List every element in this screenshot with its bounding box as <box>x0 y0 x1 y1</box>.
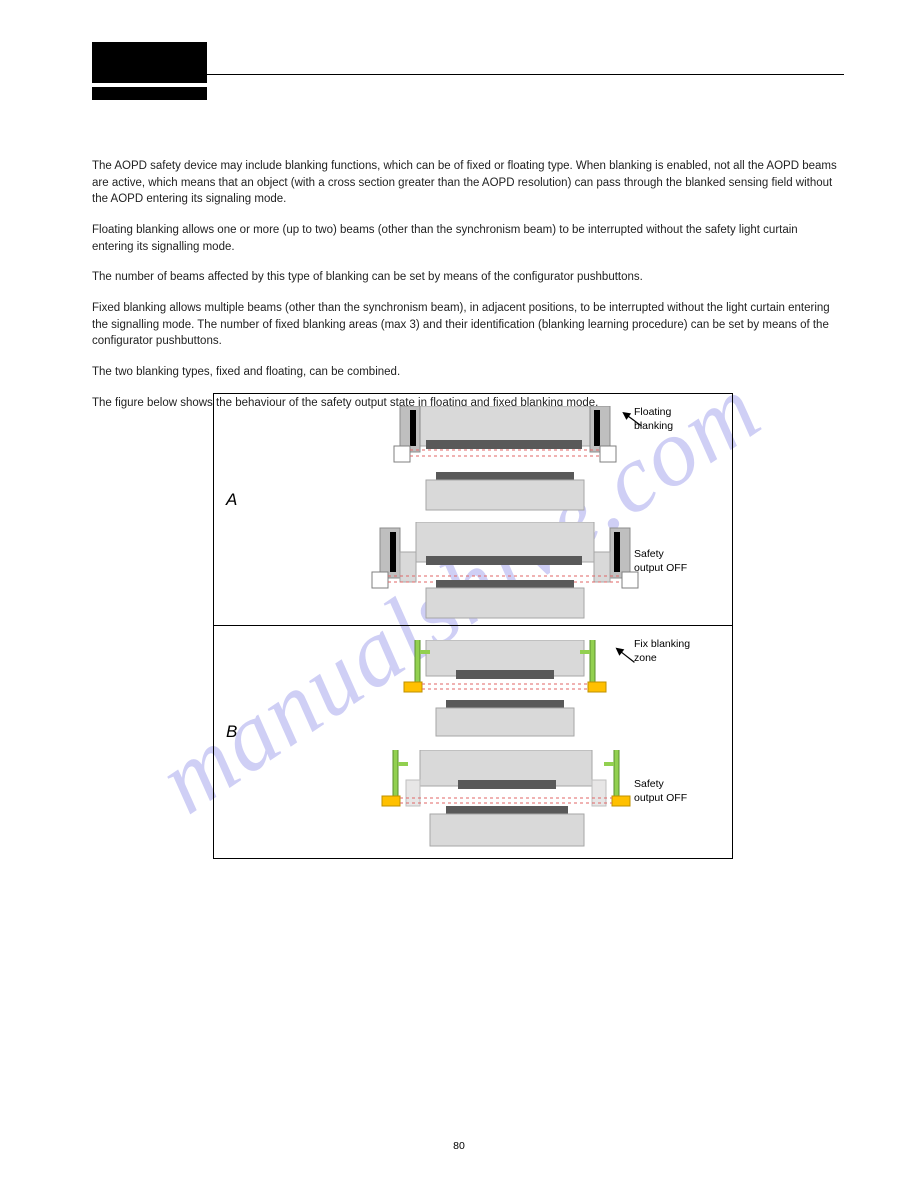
paragraph-5: The two blanking types, fixed and floati… <box>92 364 842 381</box>
caption-output-off-b: Safetyoutput OFF <box>634 778 720 805</box>
paragraph-1: The AOPD safety device may include blank… <box>92 158 842 208</box>
assembly-a-bottom <box>366 522 642 622</box>
panel-label-a: A <box>226 490 237 510</box>
header-black-block-bottom <box>92 87 207 100</box>
caption-output-off-a: Safetyoutput OFF <box>634 548 720 575</box>
panel-label-b: B <box>226 722 237 742</box>
assembly-b-top <box>400 640 610 746</box>
assembly-b-bottom <box>376 750 636 854</box>
header-black-block-top <box>92 42 207 83</box>
pointer-arrow-b <box>611 646 639 664</box>
caption-floating-blanking: Floatingblanking <box>634 406 720 433</box>
body-text: The AOPD safety device may include blank… <box>92 158 842 425</box>
page-number: 80 <box>0 1140 918 1152</box>
paragraph-2: Floating blanking allows one or more (up… <box>92 222 842 255</box>
figure-panel-a: A Floatingblanking Safetyoutput OFF <box>214 394 732 626</box>
figure-panel-b: B Fix blankingzone Safetyoutput OFF <box>214 626 732 858</box>
paragraph-3: The number of beams affected by this typ… <box>92 269 842 286</box>
paragraph-4: Fixed blanking allows multiple beams (ot… <box>92 300 842 350</box>
caption-fix-blanking: Fix blankingzone <box>634 638 720 665</box>
assembly-a-top <box>384 406 624 514</box>
header-rule <box>92 74 844 75</box>
figure-frame: A Floatingblanking Safetyoutput OFF <box>213 393 733 859</box>
